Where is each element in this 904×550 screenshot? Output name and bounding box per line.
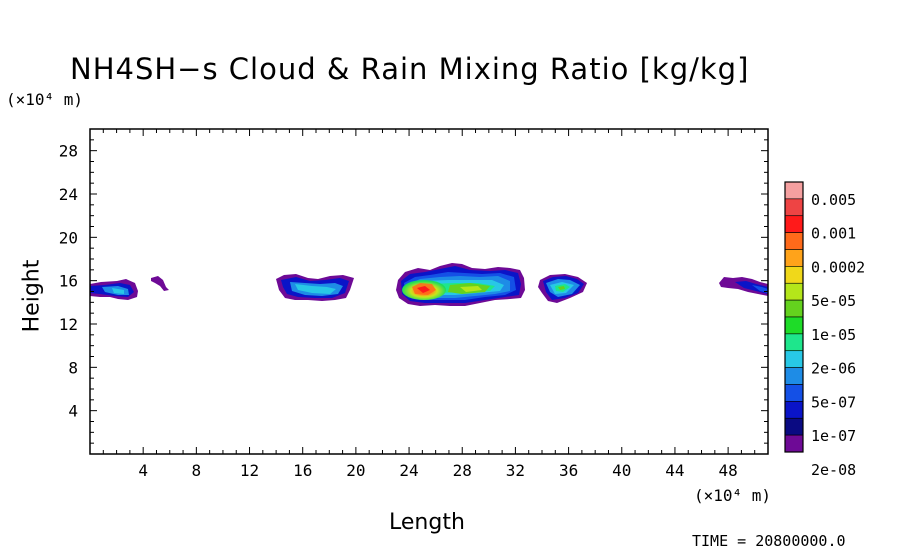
axis-ticks	[90, 129, 768, 454]
chart-title: NH4SH−s Cloud & Rain Mixing Ratio [kg/kg…	[70, 52, 750, 86]
cloud-region-center-right	[538, 274, 587, 303]
y-tick-label: 12	[59, 315, 78, 334]
colorbar-swatch	[784, 198, 804, 217]
x-tick-label: 36	[559, 461, 578, 480]
colorbar-swatch	[784, 384, 804, 402]
colorbar-swatch	[784, 316, 804, 335]
x-axis-label: Length	[389, 510, 465, 535]
y-tick-label: 16	[59, 272, 78, 291]
x-tick-label: 20	[346, 461, 365, 480]
x-unit: (×10⁴ m)	[694, 486, 772, 505]
colorbar-label: 1e-07	[811, 427, 856, 445]
x-tick-label: 12	[240, 461, 259, 480]
x-tick-label: 28	[453, 461, 472, 480]
time-label: TIME = 20800000.0	[692, 532, 846, 550]
colorbar-label: 5e-07	[811, 393, 856, 411]
x-tick-label: 4	[138, 461, 148, 480]
colorbar-label: 0.001	[811, 225, 856, 243]
x-tick-label: 48	[718, 461, 737, 480]
colorbar-swatch	[784, 333, 804, 352]
cloud-region-small	[151, 276, 169, 291]
colorbar-swatch	[784, 367, 804, 385]
colorbar-label: 2e-06	[811, 360, 856, 378]
y-tick-label: 24	[59, 185, 78, 204]
colorbar: 0.005 0.001 0.0002 5e-05 1e-05 2e-06 5e-07 1e-0…	[784, 181, 865, 479]
x-tick-label: 8	[192, 461, 202, 480]
colorbar-swatch	[784, 417, 804, 436]
colorbar-swatch	[784, 401, 804, 419]
y-unit: (×10⁴ m)	[6, 90, 84, 109]
y-tick-label: 8	[68, 358, 78, 377]
y-tick-label: 20	[59, 228, 78, 247]
colorbar-frame	[784, 181, 804, 453]
x-tick-label: 40	[612, 461, 631, 480]
colorbar-swatch	[784, 181, 804, 200]
x-tick-label: 16	[293, 461, 312, 480]
colorbar-swatch	[784, 232, 804, 250]
colorbar-swatch	[784, 215, 804, 233]
x-tick-label: 32	[506, 461, 525, 480]
colorbar-swatch	[784, 249, 804, 267]
x-tick-label: 24	[399, 461, 418, 480]
cloud-region-left	[90, 279, 138, 300]
y-tick-label: 28	[59, 142, 78, 161]
colorbar-label: 0.0002	[811, 258, 865, 276]
cloud-region-main	[396, 263, 525, 306]
x-tick-label: 44	[665, 461, 684, 480]
colorbar-swatch	[784, 266, 804, 284]
cloud-region-right	[719, 277, 768, 296]
colorbar-swatch	[784, 282, 804, 301]
colorbar-swatch	[784, 434, 804, 453]
colorbar-label: 0.005	[811, 191, 856, 209]
y-tick-label: 4	[68, 402, 78, 421]
colorbar-swatch	[784, 350, 804, 368]
colorbar-swatch	[784, 299, 804, 318]
colorbar-label: 2e-08	[811, 461, 856, 479]
y-axis-label: Height	[19, 259, 45, 333]
colorbar-label: 5e-05	[811, 292, 856, 310]
mixing-ratio-field	[90, 263, 768, 306]
y-tick-labels: 4 8 12 16 20 24 28	[59, 142, 78, 421]
x-tick-labels: 4 8 12 16 20 24 28 32 36 40 44 48	[138, 461, 737, 480]
colorbar-label: 1e-05	[811, 326, 856, 344]
cloud-region-center-left	[276, 274, 354, 301]
